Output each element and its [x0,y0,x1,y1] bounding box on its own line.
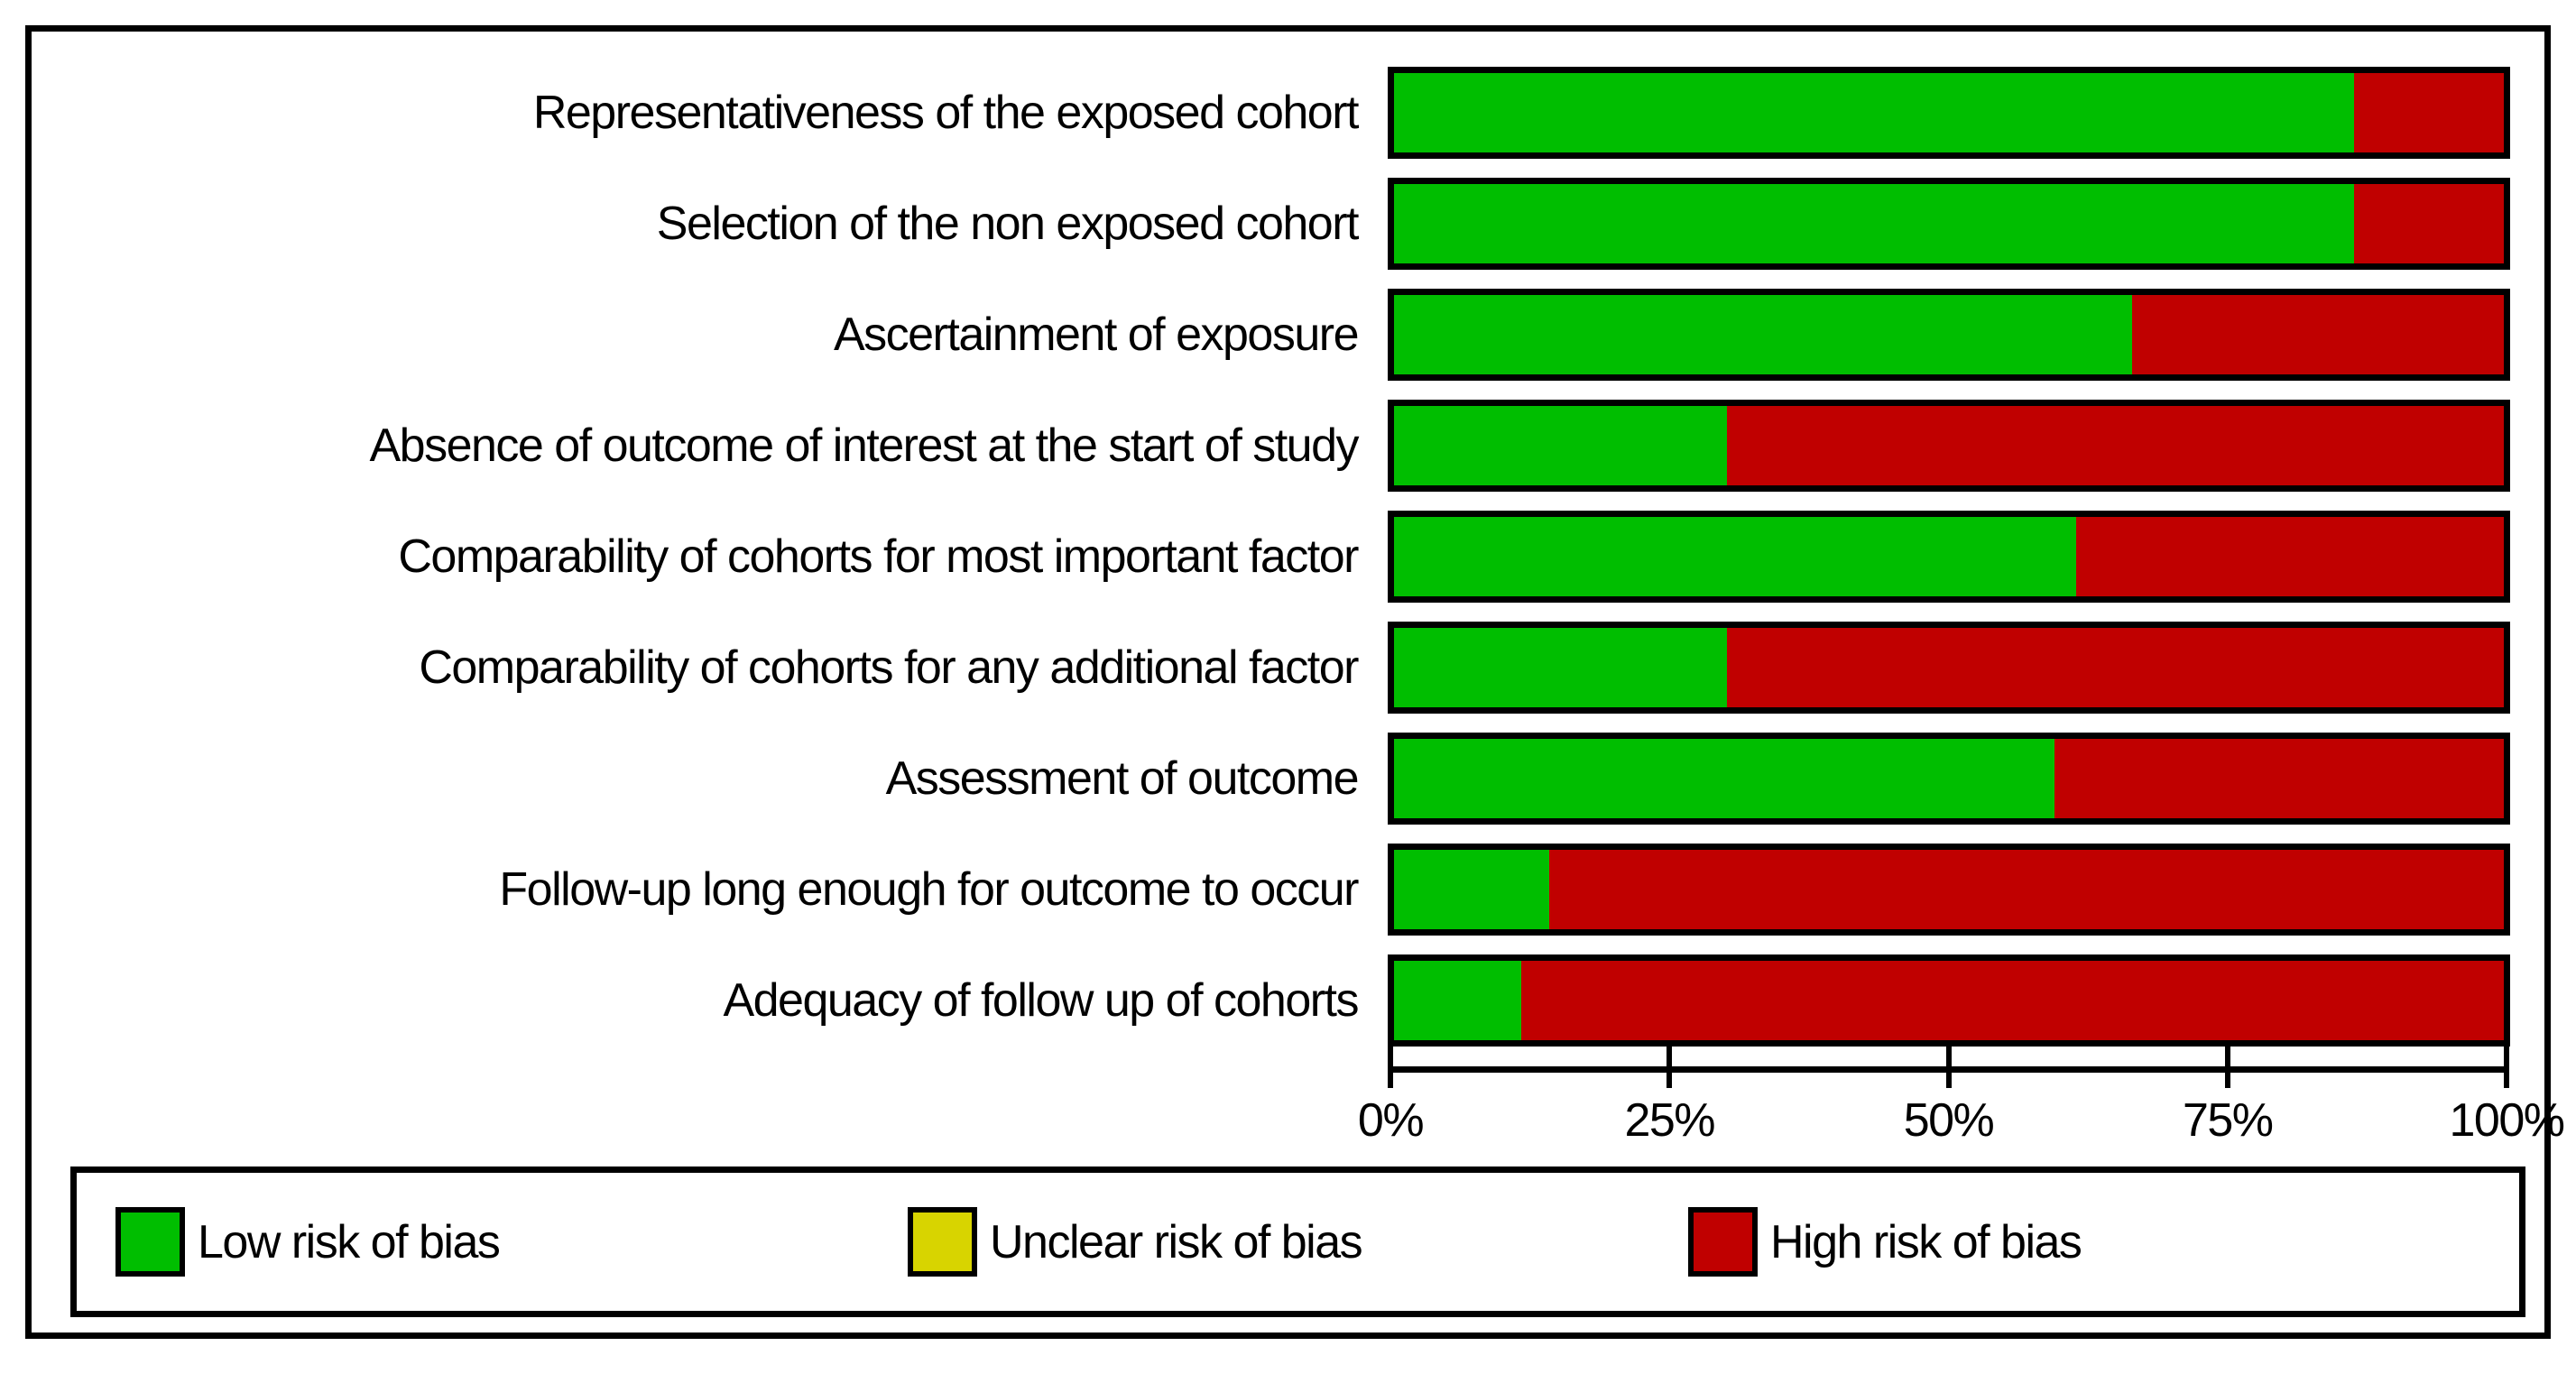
axis-tick [1667,1047,1673,1088]
legend-item-high-risk-of-bias: High risk of bias [1688,1173,2082,1311]
legend-label: High risk of bias [1770,1215,2082,1268]
stacked-bar [1388,844,2510,936]
chart-row: Comparability of cohorts for most import… [32,511,2544,603]
chart-row: Selection of the non exposed cohort [32,178,2544,270]
bar-segment-low-risk-of-bias [1394,739,2054,818]
category-label: Representativeness of the exposed cohort [532,87,1360,139]
bar-segment-high-risk-of-bias [1727,406,2504,485]
legend: Low risk of bias Unclear risk of bias High… [70,1167,2525,1317]
stacked-bar [1388,400,2510,492]
category-label: Ascertainment of exposure [833,309,1360,361]
axis-tick-label: 50% [1903,1094,1995,1147]
bar-segment-low-risk-of-bias [1394,184,2354,263]
x-axis: 0% 25% 50% 75% 100% [1358,1047,2565,1173]
stacked-bar [1388,289,2510,381]
stacked-bar [1388,511,2510,603]
bar-segment-high-risk-of-bias [1521,961,2504,1040]
unclear-risk-of-bias-swatch [908,1207,977,1277]
axis-tick [2504,1047,2509,1088]
chart-row: Adequacy of follow up of cohorts [32,954,2544,1047]
axis-tick [1388,1047,1393,1088]
risk-of-bias-figure: Representativeness of the exposed cohort… [25,25,2565,1339]
bar-segment-high-risk-of-bias [2353,73,2504,152]
chart-row: Assessment of outcome [32,733,2544,825]
category-label: Absence of outcome of interest at the st… [369,420,1359,472]
legend-label: Unclear risk of bias [990,1215,1363,1268]
category-label: Assessment of outcome [885,752,1360,805]
axis-tick-label: 100% [2449,1094,2566,1147]
chart-row: Comparability of cohorts for any additio… [32,622,2544,714]
chart-row: Follow-up long enough for outcome to occ… [32,844,2544,936]
bar-segment-low-risk-of-bias [1394,73,2354,152]
bar-segment-high-risk-of-bias [1727,628,2504,707]
chart-row: Ascertainment of exposure [32,289,2544,381]
bar-segment-high-risk-of-bias [2353,184,2504,263]
bar-segment-low-risk-of-bias [1394,517,2077,596]
high-risk-of-bias-swatch [1688,1207,1758,1277]
bar-segment-high-risk-of-bias [2076,517,2504,596]
stacked-bar [1388,178,2510,270]
axis-tick-label: 0% [1357,1094,1425,1147]
bar-segment-low-risk-of-bias [1394,961,1522,1040]
legend-item-low-risk-of-bias: Low risk of bias [115,1173,501,1311]
axis-tick-label: 75% [2182,1094,2274,1147]
bar-segment-high-risk-of-bias [2054,739,2504,818]
stacked-bar [1388,733,2510,825]
stacked-bar [1388,954,2510,1047]
category-label: Adequacy of follow up of cohorts [723,974,1359,1027]
category-label: Comparability of cohorts for most import… [398,530,1359,583]
legend-item-unclear-risk-of-bias: Unclear risk of bias [908,1173,1363,1311]
bar-segment-low-risk-of-bias [1394,295,2132,374]
axis-tick [2224,1047,2230,1088]
bar-segment-low-risk-of-bias [1394,628,1727,707]
axis-tick [1945,1047,1952,1088]
stacked-bar [1388,622,2510,714]
bar-segment-high-risk-of-bias [1549,850,2504,929]
category-label: Comparability of cohorts for any additio… [419,641,1359,694]
chart-row: Representativeness of the exposed cohort [32,67,2544,159]
category-label: Selection of the non exposed cohort [656,198,1360,250]
category-label: Follow-up long enough for outcome to occ… [499,863,1359,916]
chart-row: Absence of outcome of interest at the st… [32,400,2544,492]
bar-segment-low-risk-of-bias [1394,406,1727,485]
bar-segment-low-risk-of-bias [1394,850,1550,929]
low-risk-of-bias-swatch [115,1207,185,1277]
axis-tick-label: 25% [1624,1094,1715,1147]
chart-rows: Representativeness of the exposed cohort… [32,67,2544,1065]
legend-label: Low risk of bias [198,1215,501,1268]
stacked-bar [1388,67,2510,159]
bar-segment-high-risk-of-bias [2131,295,2504,374]
